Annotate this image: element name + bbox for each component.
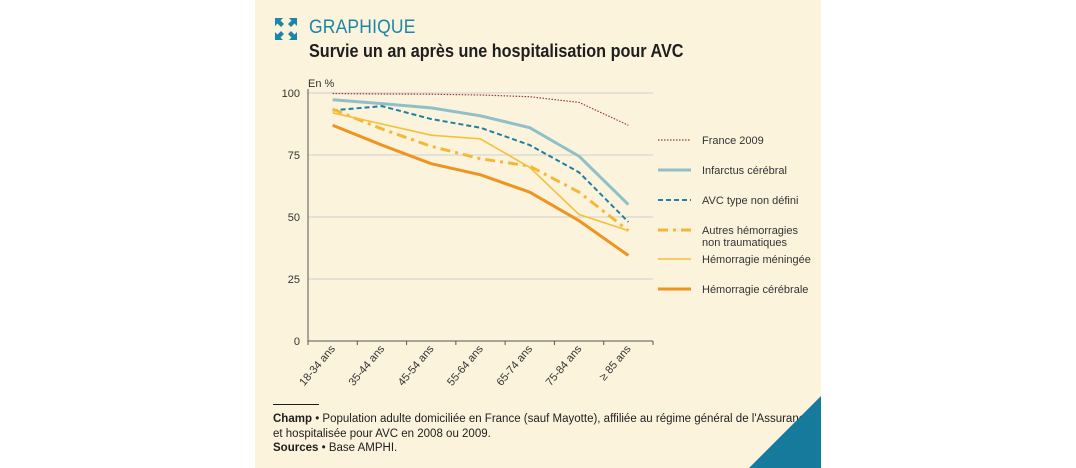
legend-label-1: France 2009	[702, 135, 764, 147]
legend-label-4: Autres hémorragies non traumatiques	[702, 225, 798, 249]
line-chart: 0 25 50 75 100 En % 18-34 ans 35-44 ans 45-54 an…	[282, 78, 811, 389]
y-tick-label: 0	[294, 336, 300, 348]
champ-note: Champ • Population adulte domiciliée en …	[273, 412, 821, 426]
y-axis-unit: En %	[308, 78, 335, 90]
figure-panel: GRAPHIQUE Survie un an après une hospita…	[255, 0, 821, 468]
champ-note-cont: et hospitalisée pour AVC en 2008 ou 2009…	[273, 427, 491, 441]
figure-label: GRAPHIQUE	[309, 17, 416, 38]
sources-bullet: •	[321, 442, 326, 454]
x-tick-label: 35-44 ans	[347, 343, 388, 389]
champ-label: Champ	[273, 413, 312, 425]
champ-bullet: •	[315, 413, 320, 425]
series-line-2	[332, 98, 630, 206]
legend-label-3: AVC type non défini	[702, 195, 798, 207]
x-tick-label: 45-54 ans	[396, 343, 437, 389]
x-tick-label: ≥ 85 ans	[597, 343, 634, 383]
page-title: Survie un an après une hospitalisation p…	[309, 41, 684, 61]
champ-text-1: Population adulte domiciliée en France (…	[322, 413, 821, 425]
y-tick-label: 100	[282, 88, 300, 100]
y-tick-label: 25	[288, 274, 300, 286]
expand-arrows-icon	[275, 18, 297, 40]
series-line-3	[332, 105, 630, 223]
x-tick-label: 75-84 ans	[544, 343, 585, 389]
legend-label-2: Infarctus cérébral	[702, 165, 787, 177]
series-line-1	[332, 92, 629, 126]
x-tick-label: 18-34 ans	[297, 343, 338, 389]
sources-label: Sources	[273, 442, 319, 454]
y-tick-label: 75	[288, 150, 300, 162]
corner-decoration	[749, 396, 821, 468]
sources-note: Sources • Base AMPHI.	[273, 441, 397, 455]
champ-text-2: et hospitalisée pour AVC en 2008 ou 2009…	[273, 428, 491, 440]
notes-divider	[273, 404, 319, 405]
sources-text: Base AMPHI.	[328, 442, 398, 454]
x-tick-label: 55-64 ans	[445, 343, 486, 389]
series-line-6	[332, 123, 630, 257]
legend-label-6: Hémorragie cérébrale	[702, 284, 808, 296]
legend-label-5: Hémorragie méningée	[702, 254, 811, 266]
series-line-4	[332, 107, 630, 232]
y-tick-label: 50	[288, 212, 300, 224]
series-line-5	[332, 112, 629, 232]
x-tick-label: 65-74 ans	[494, 343, 535, 389]
